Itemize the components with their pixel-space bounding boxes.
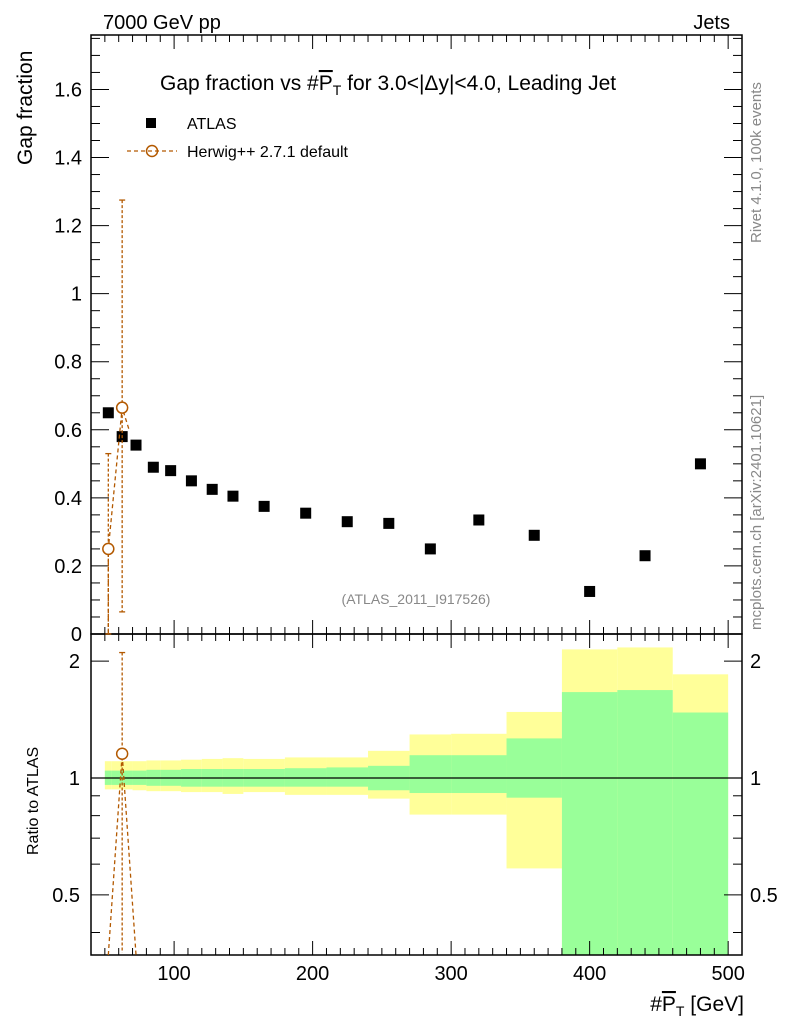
main-y-tick-label: 1.2 (54, 216, 82, 238)
rivet-label: Rivet 4.1.0, 100k events (748, 82, 765, 243)
legend-herwig-marker (145, 144, 159, 158)
analysis-id: (ATLAS_2011_I917526) (342, 591, 491, 607)
main-y-tick-label: 0.4 (54, 488, 82, 510)
ratio-y-tick-label-right: 0.5 (750, 885, 778, 907)
plot-title: Gap fraction vs #PT for 3.0<|Δy|<4.0, Le… (160, 72, 616, 98)
x-tick-label: 400 (573, 963, 606, 985)
green-band-bin-10 (326, 767, 369, 787)
atlas-point (383, 517, 395, 529)
xlabel-suffix: [GeV] (684, 993, 744, 1016)
xlabel-prefix: # (650, 993, 662, 1016)
green-band-bin-16 (617, 690, 673, 955)
atlas-point (147, 461, 159, 473)
main-y-tick-label: 0.6 (54, 420, 82, 442)
ratio-ylabel: Ratio to ATLAS (25, 747, 42, 855)
atlas-point (584, 585, 596, 597)
x-tick-label: 200 (296, 963, 329, 985)
atlas-point (130, 439, 142, 451)
green-band-bin-15 (561, 692, 618, 955)
process-label: Jets (693, 12, 730, 34)
herwig-point (115, 401, 129, 414)
atlas-point (639, 550, 651, 562)
legend-herwig-label: Herwig++ 2.7.1 default (187, 144, 349, 161)
plot-title-var: P (319, 72, 333, 95)
ratio-y-tick-label-left: 0.5 (52, 885, 80, 907)
legend-atlas-label: ATLAS (187, 116, 237, 133)
xlabel-var-sub: T (676, 1003, 685, 1019)
x-tick-label: 500 (711, 963, 744, 985)
atlas-point (165, 465, 177, 477)
energy-label: 7000 GeV pp (103, 12, 221, 34)
atlas-point (424, 543, 436, 555)
main-y-tick-label: 0 (71, 624, 82, 646)
atlas-point (206, 483, 218, 495)
mcplots-label: mcplots.cern.ch [arXiv:2401.10621] (748, 395, 765, 630)
main-y-tick-label: 1.4 (54, 148, 82, 170)
atlas-point (300, 507, 312, 519)
green-band-bin-12 (409, 755, 452, 794)
atlas-point (694, 458, 706, 470)
ratio-y-tick-label-left: 2 (69, 651, 80, 673)
ratio-y-tick-label-right: 2 (750, 651, 761, 673)
x-tick-label: 100 (157, 963, 190, 985)
plot-title-suffix: for 3.0<|Δy|<4.0, Leading Jet (341, 72, 616, 95)
ratio-plot-frame (90, 633, 743, 956)
xlabel-var: P (662, 993, 676, 1016)
atlas-point (102, 407, 114, 419)
green-band-bin-13 (451, 755, 507, 794)
plot-layer: 100 200 300 400 500 0 0.2 0.4 0.6 0.8 1 1.2 1.4 1.6 0.… (52, 34, 778, 985)
atlas-point (227, 490, 239, 502)
x-axis-title: #PT [GeV] (650, 993, 744, 1019)
herwig-ratio-point (115, 747, 129, 760)
plot-title-prefix: Gap fraction vs # (160, 72, 319, 95)
herwig-point (102, 542, 115, 556)
legend-atlas-marker (146, 118, 156, 128)
plot-title-var-sub: T (333, 82, 342, 98)
atlas-point (528, 529, 540, 541)
green-band-bin-14 (506, 738, 562, 798)
main-y-tick-label: 0.2 (54, 556, 82, 578)
main-y-tick-label: 0.8 (54, 352, 82, 374)
green-band-bin-17 (672, 712, 729, 955)
x-tick-label: 300 (434, 963, 467, 985)
herwig-ratio-line (107, 753, 137, 956)
ratio-y-tick-label-right: 1 (750, 768, 761, 790)
main-ylabel: Gap fraction (14, 51, 37, 165)
atlas-point (341, 516, 353, 528)
main-y-tick-label: 1 (71, 284, 82, 306)
atlas-point (185, 475, 197, 487)
atlas-point (473, 514, 485, 526)
atlas-point (258, 500, 270, 512)
ratio-y-tick-label-left: 1 (69, 768, 80, 790)
main-y-tick-label: 1.6 (54, 79, 82, 101)
